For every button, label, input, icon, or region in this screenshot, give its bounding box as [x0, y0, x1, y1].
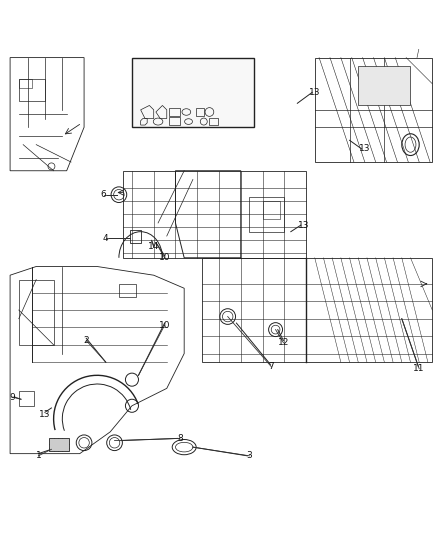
- Text: 1: 1: [35, 451, 41, 461]
- Text: 3: 3: [247, 451, 252, 461]
- Text: 14: 14: [148, 243, 159, 252]
- Bar: [262, 201, 280, 219]
- Bar: [196, 108, 204, 116]
- Text: 11: 11: [413, 364, 425, 373]
- Text: 13: 13: [309, 88, 321, 97]
- Text: 13: 13: [359, 144, 371, 154]
- Bar: [130, 230, 141, 243]
- Bar: [132, 58, 254, 127]
- Bar: [49, 439, 69, 451]
- Text: 6: 6: [101, 190, 106, 199]
- Text: 4: 4: [103, 233, 109, 243]
- Bar: [169, 108, 180, 116]
- Bar: [19, 79, 45, 101]
- Text: 8: 8: [177, 434, 183, 443]
- Bar: [358, 66, 410, 106]
- Text: 13: 13: [298, 221, 310, 230]
- Text: 10: 10: [159, 321, 170, 330]
- Text: 9: 9: [9, 393, 15, 401]
- Text: 7: 7: [268, 362, 274, 371]
- Text: 2: 2: [84, 336, 89, 345]
- Bar: [19, 391, 34, 406]
- Text: 13: 13: [39, 410, 51, 419]
- Bar: [209, 118, 218, 125]
- Text: 10: 10: [159, 253, 170, 262]
- Text: 12: 12: [278, 338, 289, 347]
- Bar: [250, 197, 284, 232]
- Bar: [169, 117, 180, 125]
- Bar: [119, 284, 136, 297]
- Bar: [19, 79, 32, 88]
